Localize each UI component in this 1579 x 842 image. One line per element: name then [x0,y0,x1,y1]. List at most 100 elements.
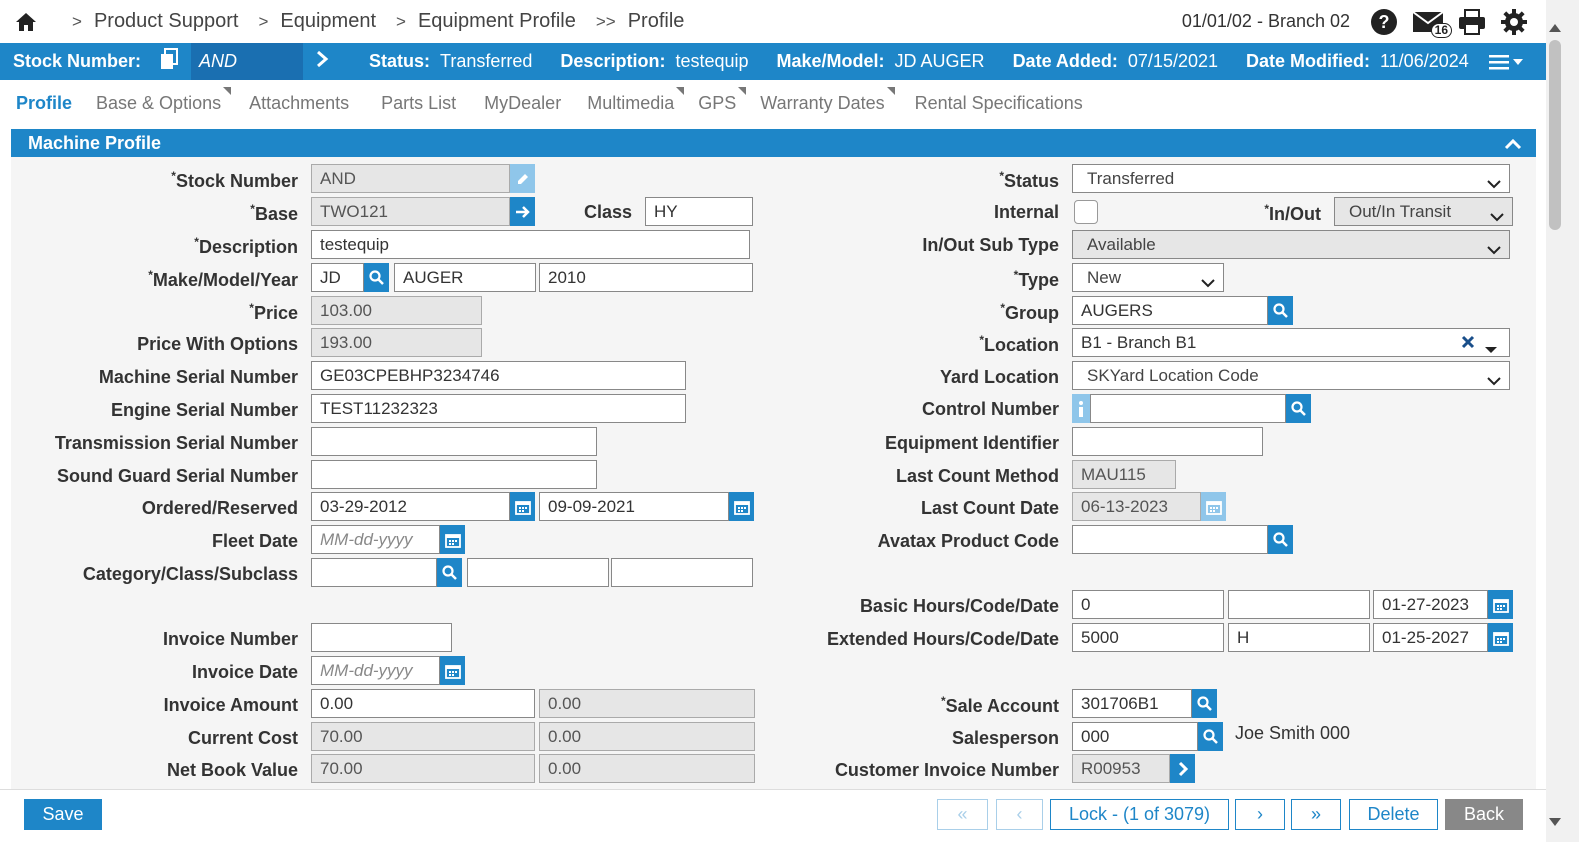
last-count-date-input[interactable]: 06-13-2023 [1072,492,1201,521]
tab-parts-list[interactable]: Parts List [381,93,457,113]
tab-warranty-dates[interactable]: Warranty Dates [750,80,898,127]
branch-label[interactable]: 01/01/02 - Branch 02 [1181,11,1350,31]
print-icon[interactable] [1458,8,1486,35]
stock-number-header-input[interactable]: AND [191,43,304,80]
internal-checkbox[interactable] [1074,200,1098,224]
settings-gear-icon[interactable] [1500,8,1528,36]
status-select[interactable]: Transferred [1072,164,1510,193]
transmission-serial-input[interactable] [311,427,597,456]
tab-rental-specifications[interactable]: Rental Specifications [914,93,1083,113]
scroll-up-arrow-icon[interactable] [1549,24,1561,32]
last-record-button[interactable]: » [1291,799,1341,830]
reserved-calendar-icon[interactable] [729,492,754,521]
make-search-icon[interactable] [364,263,389,292]
current-cost-input[interactable]: 70.00 [311,722,535,751]
class-sub-input[interactable] [467,558,609,587]
breadcrumb-equipment[interactable]: Equipment [280,10,377,32]
clear-x-icon[interactable] [1461,334,1475,354]
basic-hours-input[interactable]: 0 [1072,590,1224,619]
page-scrollbar[interactable] [1546,0,1579,842]
back-button[interactable]: Back [1445,799,1523,830]
extended-date-calendar-icon[interactable] [1488,623,1513,652]
home-icon[interactable] [0,12,52,32]
breadcrumb-product-support[interactable]: Product Support [93,10,239,32]
delete-button[interactable]: Delete [1349,799,1438,830]
invoice-number-input[interactable] [311,623,452,652]
tab-attachments[interactable]: Attachments [249,93,350,113]
net-book-value-secondary[interactable]: 0.00 [539,754,755,783]
tab-mydealer[interactable]: MyDealer [484,93,562,113]
description-input[interactable]: testequip [311,230,750,259]
invoice-date-calendar-icon[interactable] [440,656,465,685]
category-search-icon[interactable] [437,558,462,587]
sale-account-input[interactable]: 301706B1 [1072,689,1192,718]
help-icon[interactable]: ? [1370,8,1398,36]
in-out-sub-type-select[interactable]: Available [1072,230,1510,259]
basic-date-input[interactable]: 01-27-2023 [1373,590,1488,619]
basic-date-calendar-icon[interactable] [1488,590,1513,619]
caret-down-icon[interactable] [1485,339,1497,356]
last-count-calendar-icon[interactable] [1201,492,1226,521]
customer-invoice-arrow-icon[interactable] [1170,754,1195,783]
scroll-down-arrow-icon[interactable] [1549,818,1561,826]
group-search-icon[interactable] [1268,296,1293,325]
collapse-chevron-up-icon[interactable] [1504,135,1522,156]
control-number-input[interactable] [1090,394,1286,423]
class-input[interactable]: HY [645,197,753,226]
year-input[interactable]: 2010 [539,263,753,292]
price-with-options-input[interactable]: 193.00 [311,328,482,357]
lock-record-button[interactable]: Lock - (1 of 3079) [1050,799,1229,830]
last-count-method-input[interactable]: MAU115 [1072,460,1176,489]
invoice-amount-input[interactable]: 0.00 [311,689,535,718]
group-input[interactable]: AUGERS [1072,296,1268,325]
fleet-date-calendar-icon[interactable] [440,525,465,554]
yard-location-select[interactable]: SKYard Location Code [1072,361,1510,390]
scroll-thumb[interactable] [1549,40,1561,230]
reserved-date-input[interactable]: 09-09-2021 [539,492,729,521]
previous-record-button[interactable]: ‹ [996,799,1043,830]
engine-serial-input[interactable]: TEST11232323 [311,394,686,423]
copy-icon[interactable] [159,48,179,75]
section-header[interactable]: Machine Profile [11,129,1536,157]
current-cost-secondary[interactable]: 0.00 [539,722,755,751]
sale-account-search-icon[interactable] [1192,689,1217,718]
salesperson-search-icon[interactable] [1198,722,1223,751]
base-input[interactable]: TWO121 [311,197,510,226]
make-input[interactable]: JD [311,263,364,292]
net-book-value-input[interactable]: 70.00 [311,754,535,783]
tab-profile[interactable]: Profile [16,93,73,113]
location-select[interactable]: B1 - Branch B1 [1072,328,1510,357]
control-number-search-icon[interactable] [1286,394,1311,423]
header-menu-icon[interactable] [1488,54,1523,70]
tab-base-options[interactable]: Base & Options [86,80,235,127]
avatax-search-icon[interactable] [1268,525,1293,554]
invoice-date-input[interactable]: MM-dd-yyyy [311,656,440,685]
machine-serial-input[interactable]: GE03CPEBHP3234746 [311,361,686,390]
model-input[interactable]: AUGER [394,263,536,292]
subclass-input[interactable] [611,558,753,587]
breadcrumb-equipment-profile[interactable]: Equipment Profile [417,10,576,32]
basic-code-input[interactable] [1228,590,1370,619]
stock-go-arrow-icon[interactable] [315,50,329,73]
edit-pencil-icon[interactable] [510,164,535,193]
first-record-button[interactable]: « [937,799,988,830]
salesperson-input[interactable]: 000 [1072,722,1198,751]
extended-hours-input[interactable]: 5000 [1072,623,1224,652]
type-select[interactable]: New [1072,263,1224,292]
avatax-product-code-input[interactable] [1072,525,1268,554]
info-icon[interactable] [1072,394,1090,423]
equipment-identifier-input[interactable] [1072,427,1263,456]
save-button[interactable]: Save [24,799,102,830]
mail-icon[interactable]: 16 [1412,10,1452,38]
sound-guard-serial-input[interactable] [311,460,597,489]
base-go-arrow-icon[interactable] [510,197,535,226]
category-input[interactable] [311,558,437,587]
stock-number-input[interactable]: AND [311,164,510,193]
tab-gps[interactable]: GPS [688,80,750,127]
tab-multimedia[interactable]: Multimedia [575,80,688,127]
invoice-amount-secondary[interactable]: 0.00 [539,689,755,718]
ordered-calendar-icon[interactable] [510,492,535,521]
in-out-select[interactable]: Out/In Transit [1334,197,1513,226]
fleet-date-input[interactable]: MM-dd-yyyy [311,525,440,554]
ordered-date-input[interactable]: 03-29-2012 [311,492,510,521]
